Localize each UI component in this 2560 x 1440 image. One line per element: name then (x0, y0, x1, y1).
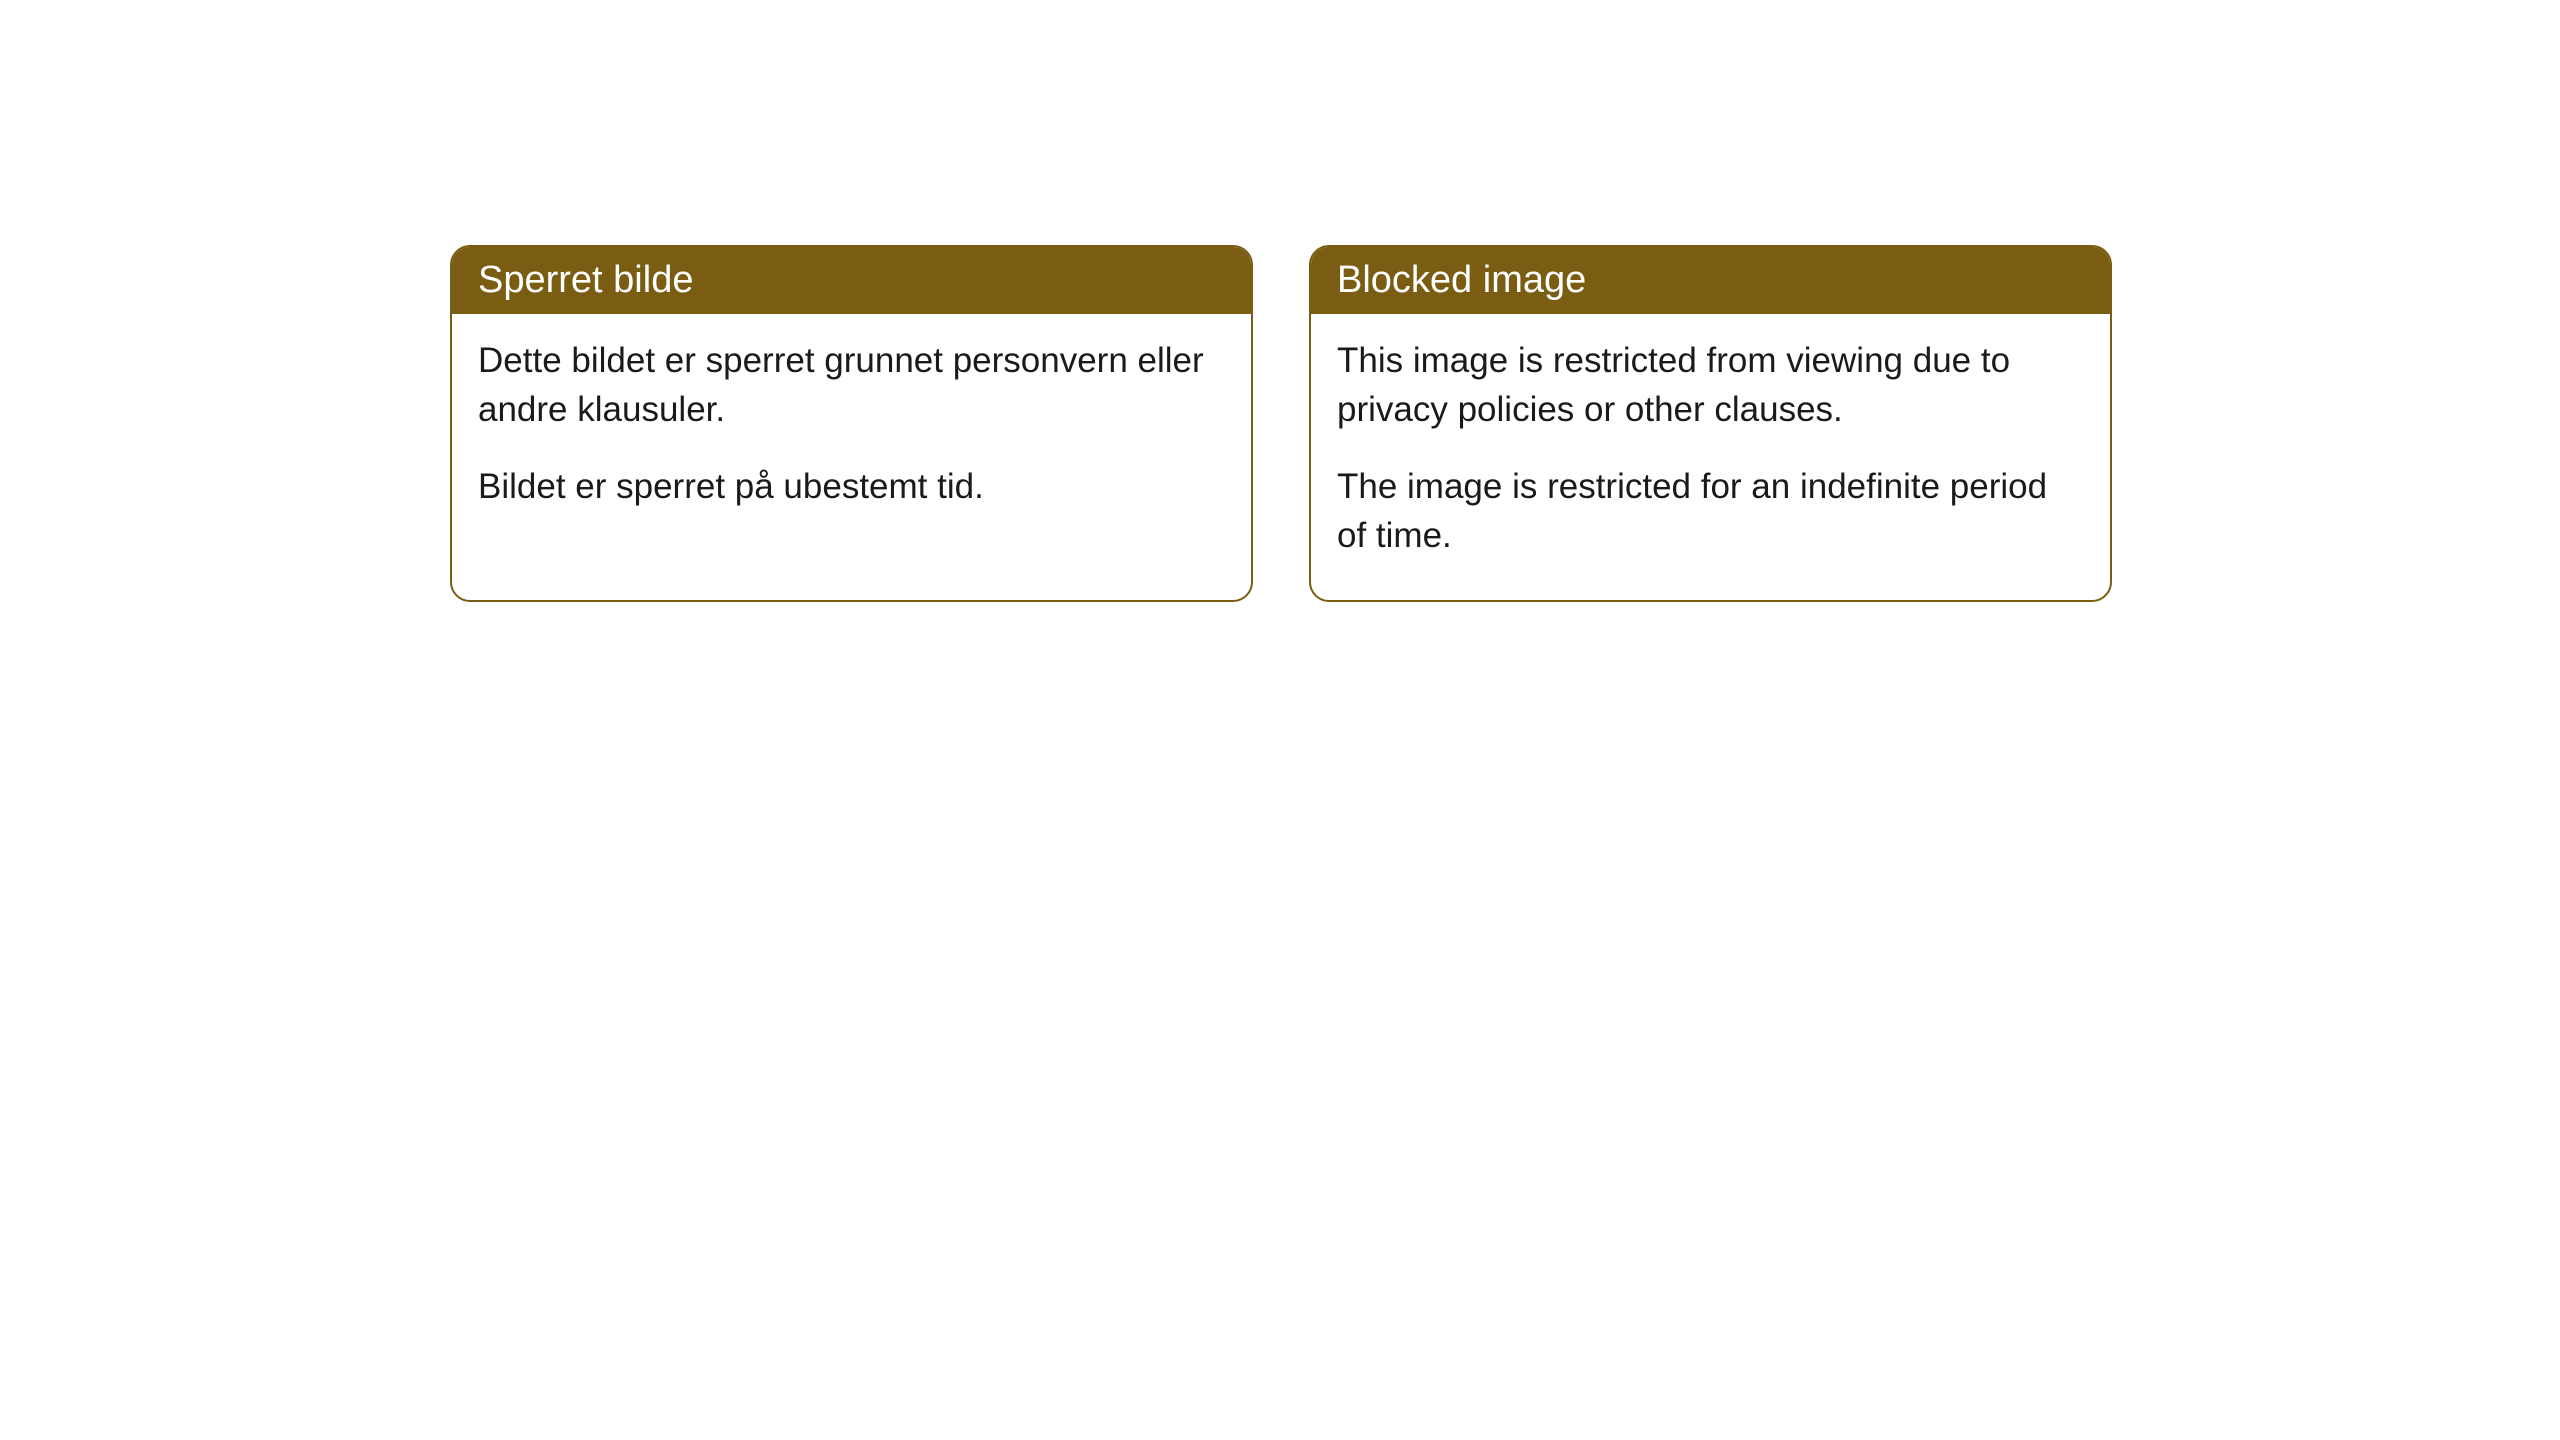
card-header: Blocked image (1311, 247, 2110, 314)
card-paragraph-1: This image is restricted from viewing du… (1337, 336, 2084, 434)
cards-container: Sperret bilde Dette bildet er sperret gr… (450, 245, 2112, 602)
card-paragraph-1: Dette bildet er sperret grunnet personve… (478, 336, 1225, 434)
card-paragraph-2: Bildet er sperret på ubestemt tid. (478, 462, 1225, 511)
card-paragraph-2: The image is restricted for an indefinit… (1337, 462, 2084, 560)
card-body: Dette bildet er sperret grunnet personve… (452, 314, 1251, 551)
card-body: This image is restricted from viewing du… (1311, 314, 2110, 600)
blocked-image-card-english: Blocked image This image is restricted f… (1309, 245, 2112, 602)
blocked-image-card-norwegian: Sperret bilde Dette bildet er sperret gr… (450, 245, 1253, 602)
card-header: Sperret bilde (452, 247, 1251, 314)
